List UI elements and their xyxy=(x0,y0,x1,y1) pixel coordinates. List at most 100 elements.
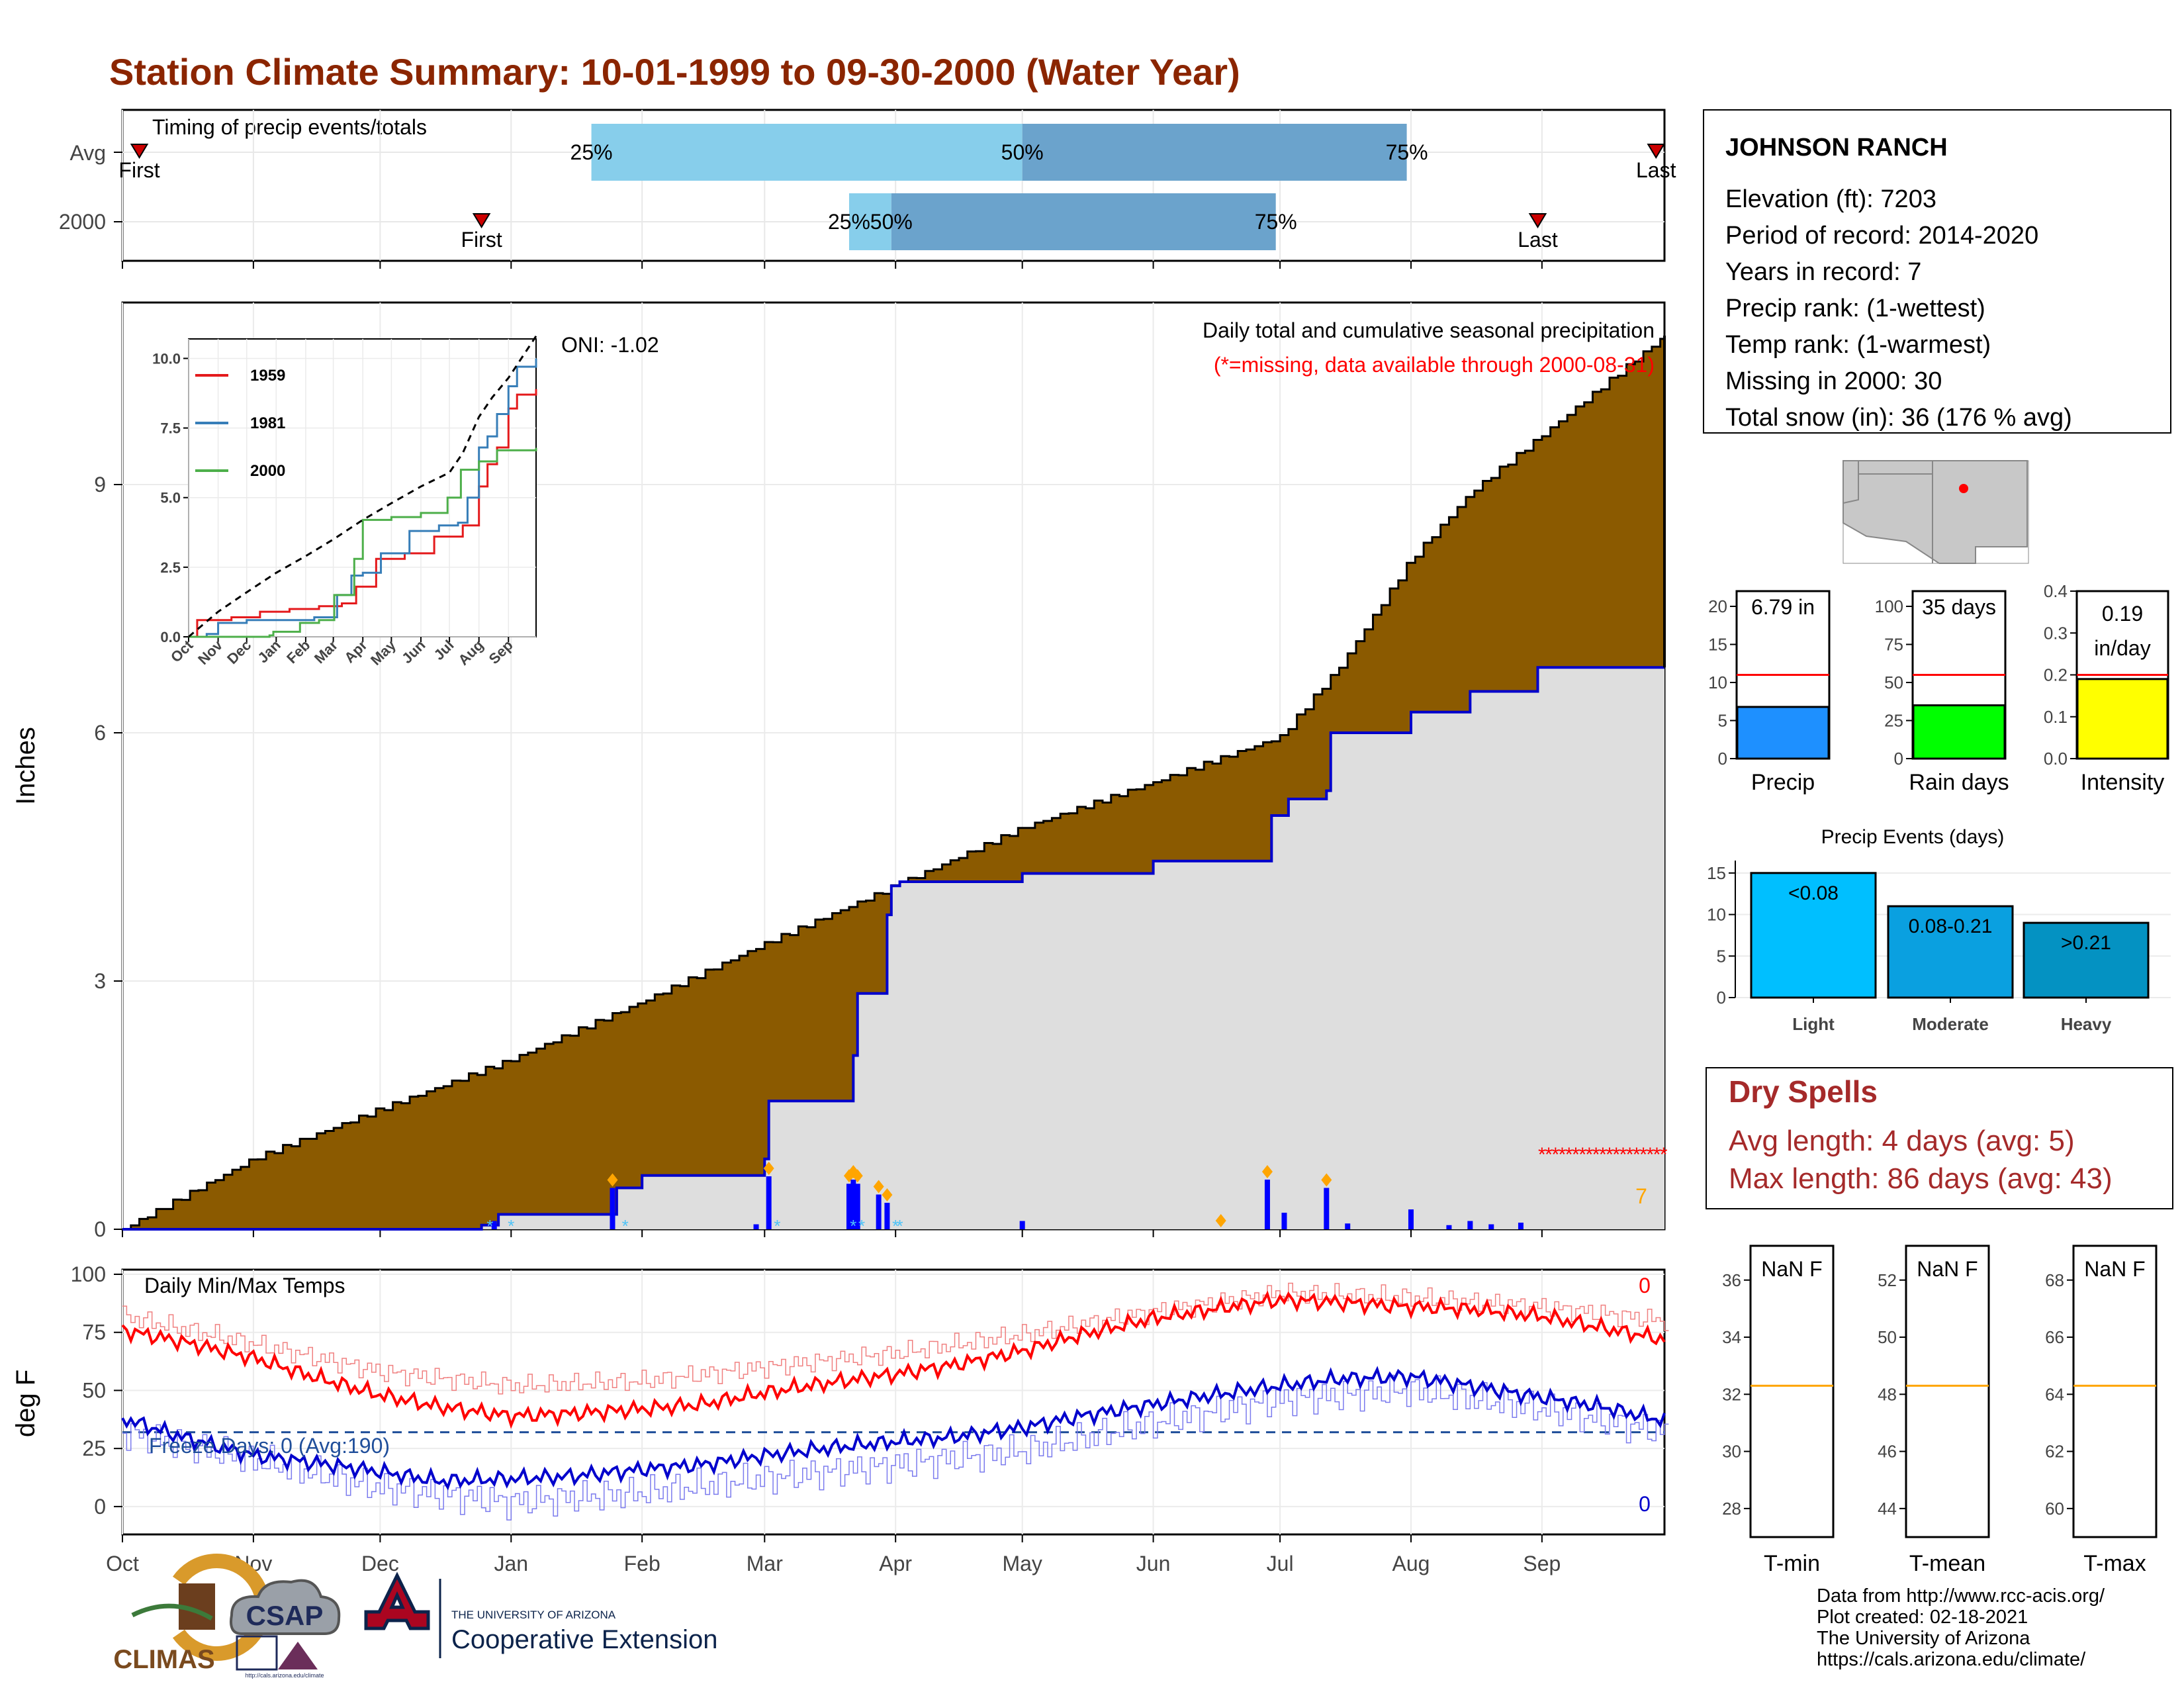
daily-precip-marker-7 xyxy=(873,1180,884,1194)
temp-box-tick-label-0-4: 36 xyxy=(1722,1270,1741,1290)
temp-avg-max-line xyxy=(122,1282,1669,1395)
csap-logo-text: CSAP xyxy=(246,1600,324,1631)
summary-bars: 0 5 10 15 20 6.79 in Precip 0 25 50 75 100 35 days Ra… xyxy=(1708,581,2169,795)
temp-box-tick-label-1-4: 52 xyxy=(1878,1270,1897,1290)
missing-data-marker: * xyxy=(1653,1144,1661,1166)
daily-precip-bar-15 xyxy=(1446,1225,1452,1229)
daily-precip-bar-13 xyxy=(1345,1223,1351,1229)
timing-p25-label-avg: 25% xyxy=(570,140,613,164)
daily-precip-bar-9 xyxy=(1019,1221,1025,1229)
ua-small-text: THE UNIVERSITY OF ARIZONA xyxy=(451,1609,616,1621)
snow-marker-2: * xyxy=(622,1216,629,1236)
temp-tick-label-y-2: 50 xyxy=(82,1378,106,1402)
summary-bar-2 xyxy=(2076,678,2169,760)
summary-bar-label-1: Rain days xyxy=(1909,770,2009,795)
missing-data-marker: * xyxy=(1619,1144,1627,1166)
timing-p75-label-y2000: 75% xyxy=(1255,210,1297,234)
station-info-box: JOHNSON RANCH Elevation (ft): 7203 Perio… xyxy=(1703,109,2171,434)
precip-tick-label-y-0: 0 xyxy=(94,1217,106,1241)
daily-precip-marker-12 xyxy=(1321,1173,1332,1187)
timing-p50-label-y2000: 50% xyxy=(870,210,913,234)
daily-precip-marker-1 xyxy=(607,1173,618,1187)
missing-data-marker: * xyxy=(1565,1144,1573,1166)
station-precip-rank: Precip rank: (1-wettest) xyxy=(1725,295,1985,322)
month-label-7: May xyxy=(1002,1552,1042,1575)
summary-bar-tick-label-2-1: 0.1 xyxy=(2044,707,2068,727)
daily-precip-bar-10 xyxy=(1264,1180,1270,1229)
temp-box-frame-1 xyxy=(1905,1244,1990,1538)
events-bar-0 xyxy=(1750,872,1877,999)
month-label-2: Dec xyxy=(361,1552,399,1575)
month-label-0: Oct xyxy=(106,1552,139,1575)
temp-box-label-0: T-min xyxy=(1764,1551,1820,1576)
oni-label: ONI: -1.02 xyxy=(561,333,659,357)
freeze-days-label: Freeze Days: 0 (Avg:190) xyxy=(149,1434,390,1458)
station-temp-rank: Temp rank: (1-warmest) xyxy=(1725,331,1991,359)
temp-min-line xyxy=(121,1366,1666,1491)
daily-precip-marker-6 xyxy=(852,1169,863,1183)
daily-precip-bar-4 xyxy=(846,1184,852,1229)
timing-first-marker-y2000 xyxy=(472,213,491,228)
missing-data-marker: * xyxy=(1606,1144,1614,1166)
temp-box-tick-label-0-1: 30 xyxy=(1722,1442,1741,1462)
month-label-5: Mar xyxy=(747,1552,783,1575)
daily-precip-marker-10 xyxy=(1261,1165,1273,1178)
temp-box-label-1: T-mean xyxy=(1909,1551,1985,1576)
temp-box-tick-label-2-1: 62 xyxy=(2045,1442,2064,1462)
summary-bar-value-2: 0.19 xyxy=(2102,602,2143,626)
summary-bar-tick-label-2-0: 0.0 xyxy=(2044,749,2068,769)
csap-logo-cloud xyxy=(230,1579,341,1635)
station-snow: Total snow (in): 36 (176 % avg) xyxy=(1725,404,2072,432)
summary-bar-tick-label-0-1: 5 xyxy=(1718,711,1727,731)
climas-logo-swoosh xyxy=(131,1603,213,1621)
summary-bar-0 xyxy=(1736,706,1830,760)
summary-bar-value-0: 6.79 in xyxy=(1751,595,1815,619)
dry-spells-title: Dry Spells xyxy=(1729,1074,1878,1109)
temp-box-tick-label-0-2: 32 xyxy=(1722,1384,1741,1404)
daily-precip-bar-12 xyxy=(1324,1188,1330,1229)
dry-spells-frame xyxy=(1706,1067,2173,1209)
temp-box-tick-label-2-2: 64 xyxy=(2045,1384,2064,1404)
ua-coop-text: Cooperative Extension xyxy=(451,1625,717,1654)
inset-tick-label-y-1: 2.5 xyxy=(160,559,181,576)
temp-box-tick-label-0-3: 34 xyxy=(1722,1327,1741,1347)
station-years: Years in record: 7 xyxy=(1725,258,1921,286)
summary-bar-tick-label-2-3: 0.3 xyxy=(2044,623,2068,643)
snow-marker-1: * xyxy=(508,1216,514,1236)
temp-panel-frame xyxy=(121,1268,1666,1536)
station-elevation: Elevation (ft): 7203 xyxy=(1725,185,1936,213)
events-tick-label-0: 0 xyxy=(1717,988,1726,1008)
csap-logo: CSAP http://cals.arizona.edu/climate xyxy=(230,1579,341,1679)
summary-bar-tick-label-1-3: 75 xyxy=(1884,635,1903,655)
month-label-11: Sep xyxy=(1523,1552,1561,1575)
summary-bar-value-1: 35 days xyxy=(1922,595,1996,619)
month-label-8: Jun xyxy=(1136,1552,1171,1575)
ua-logo: THE UNIVERSITY OF ARIZONA Cooperative Ex… xyxy=(364,1571,717,1658)
missing-data-marker: * xyxy=(1646,1144,1654,1166)
summary-bar-unit-2: in/day xyxy=(2094,636,2150,660)
summary-bar-tick-label-0-4: 20 xyxy=(1708,596,1727,616)
dry-spells-max: Max length: 86 days (avg: 43) xyxy=(1729,1162,2113,1195)
missing-data-marker: * xyxy=(1660,1144,1668,1166)
precip-2000-cumulative-area xyxy=(122,667,1664,1229)
locator-map-borders xyxy=(1843,461,1933,563)
locator-map-region xyxy=(1843,460,2028,564)
month-label-6: Apr xyxy=(879,1552,912,1575)
daily-precip-bar-1 xyxy=(610,1188,615,1229)
timing-last-marker-y2000 xyxy=(1528,213,1547,228)
station-missing: Missing in 2000: 30 xyxy=(1725,367,1942,395)
temp-box-tick-label-1-1: 46 xyxy=(1878,1442,1897,1462)
precip-events-title: Precip Events (days) xyxy=(1821,826,2005,848)
events-bar-1 xyxy=(1887,905,2014,999)
timing-last-marker-avg xyxy=(1647,144,1665,159)
summary-bar-tick-label-1-1: 25 xyxy=(1884,711,1903,731)
snow-marker-0: * xyxy=(486,1216,493,1236)
temp-y-label: deg F xyxy=(11,1370,40,1437)
month-label-9: Jul xyxy=(1267,1552,1294,1575)
events-tick-label-2: 10 xyxy=(1707,905,1726,925)
summary-bar-tick-label-2-4: 0.4 xyxy=(2044,581,2068,601)
temp-max-line xyxy=(121,1290,1666,1429)
events-tick-label-3: 15 xyxy=(1707,863,1726,883)
inset-series-average xyxy=(188,335,537,638)
